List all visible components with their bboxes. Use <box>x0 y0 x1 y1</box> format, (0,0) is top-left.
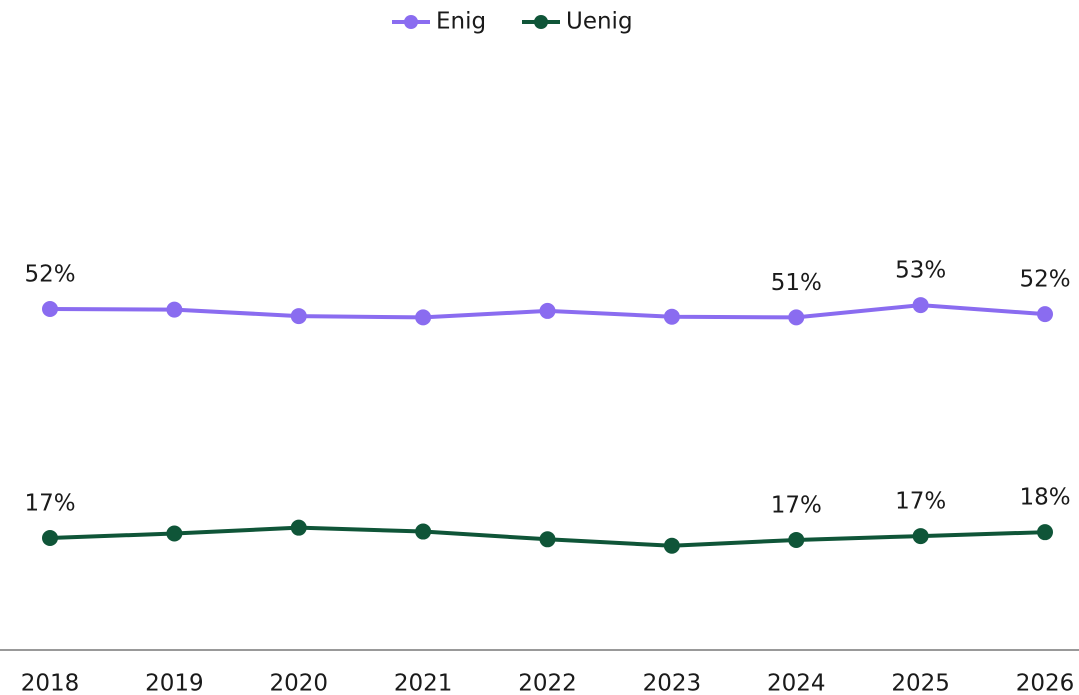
data-point <box>788 309 805 326</box>
data-label: 18% <box>1019 485 1070 511</box>
x-tick-label: 2021 <box>394 671 453 695</box>
x-tick-label: 2026 <box>1016 671 1075 695</box>
x-tick-label: 2018 <box>21 671 80 695</box>
x-tick-label: 2019 <box>145 671 204 695</box>
legend-label: Uenig <box>566 9 633 35</box>
data-point <box>912 297 929 314</box>
legend-label: Enig <box>436 9 486 35</box>
data-point <box>539 302 556 319</box>
data-label: 17% <box>895 489 946 515</box>
data-point <box>415 309 432 326</box>
x-tick-label: 2020 <box>269 671 328 695</box>
legend-swatch-dot <box>404 15 418 29</box>
data-point <box>1037 524 1053 541</box>
data-point <box>290 308 307 325</box>
data-label: 51% <box>771 270 822 296</box>
data-point <box>166 301 183 318</box>
data-point <box>1037 306 1053 323</box>
data-point <box>663 537 680 554</box>
data-point <box>788 531 805 548</box>
x-tick-label: 2024 <box>767 671 826 695</box>
data-point <box>663 308 680 325</box>
data-label: 17% <box>24 491 75 517</box>
data-point <box>42 300 58 317</box>
data-point <box>166 525 183 542</box>
data-label: 53% <box>895 258 946 284</box>
data-label: 52% <box>1019 267 1070 293</box>
x-tick-label: 2022 <box>518 671 577 695</box>
legend-swatch-dot <box>534 15 548 29</box>
data-point <box>539 531 556 548</box>
x-tick-label: 2023 <box>643 671 702 695</box>
data-point <box>42 530 58 547</box>
data-label: 17% <box>771 492 822 518</box>
data-point <box>415 523 432 540</box>
data-point <box>912 528 929 545</box>
x-tick-label: 2025 <box>891 671 950 695</box>
data-point <box>290 519 307 536</box>
data-label: 52% <box>24 261 75 287</box>
